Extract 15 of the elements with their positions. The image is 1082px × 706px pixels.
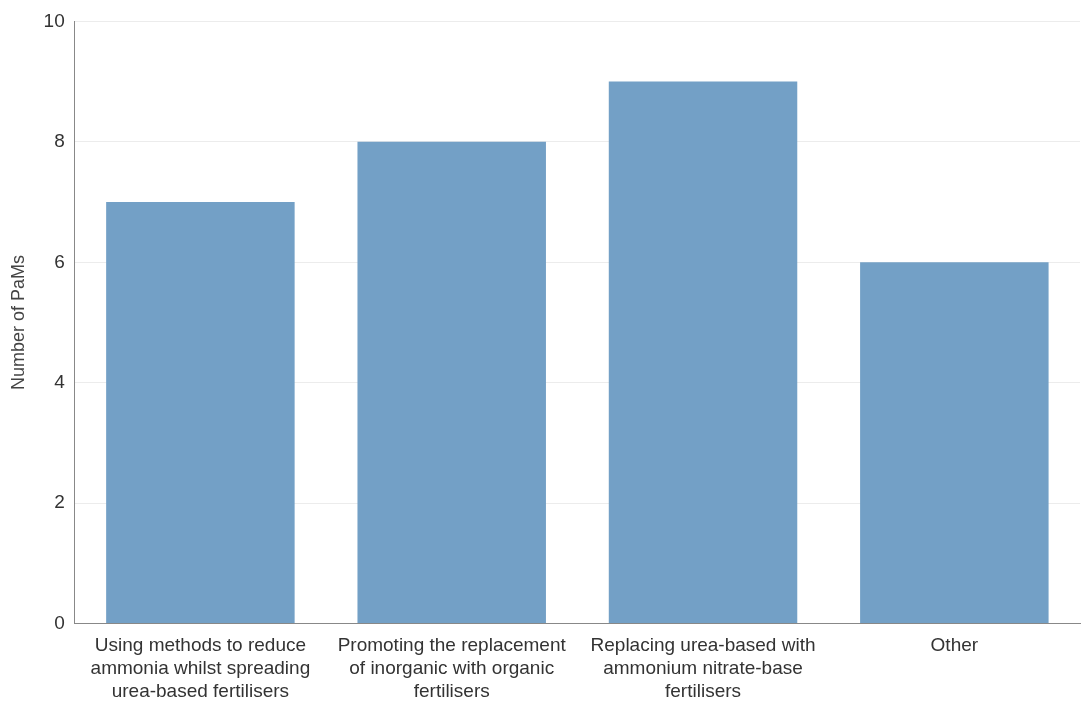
bar — [608, 81, 798, 624]
x-tick-label: Using methods to reduce ammonia whilst spreading urea-based fertilisers — [90, 634, 311, 701]
y-axis-title: Number of PaMs — [7, 254, 28, 391]
bar — [357, 141, 546, 624]
bar — [860, 262, 1049, 624]
y-tick-label: 2 — [54, 491, 65, 513]
bar — [106, 202, 295, 624]
y-tick-label: 0 — [54, 611, 65, 633]
x-tick-label: Other — [930, 634, 979, 656]
x-tick-label: Replacing urea-based with ammonium nitrate-base fertilisers — [590, 634, 816, 701]
x-tick-label: Promoting the replacement of inorganic with organic fertilisers — [337, 634, 567, 701]
y-tick-label: 8 — [54, 130, 65, 152]
y-tick-label: 6 — [54, 250, 65, 272]
y-tick-label: 10 — [43, 9, 65, 31]
y-tick-label: 4 — [54, 370, 66, 392]
